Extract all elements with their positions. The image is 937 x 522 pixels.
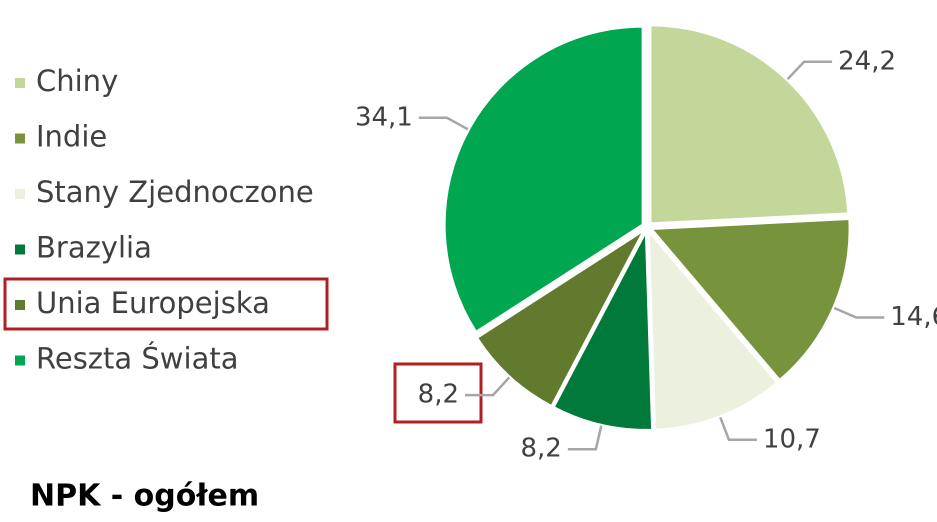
- legend-swatch: [15, 300, 25, 310]
- leader-line: [465, 376, 511, 397]
- data-label: 34,1: [355, 102, 413, 132]
- chart-title: NPK - ogółem: [30, 479, 259, 514]
- legend-swatch: [15, 133, 25, 144]
- legend-swatch: [15, 355, 25, 366]
- pie-slice: [443, 25, 644, 334]
- legend-swatch: [15, 189, 25, 199]
- leader-line: [719, 416, 757, 442]
- pie-slice: [647, 228, 779, 431]
- data-label: 14,6: [890, 302, 937, 332]
- legend-label: Stany Zjednoczone: [36, 175, 314, 209]
- legend-swatch: [15, 244, 25, 255]
- leader-line: [567, 425, 603, 451]
- data-label: 8,2: [418, 380, 459, 410]
- pie-slice: [649, 24, 850, 225]
- data-label: 10,7: [763, 424, 821, 454]
- pie-slice: [475, 227, 647, 408]
- highlight-box: [393, 362, 483, 424]
- data-label: 24,2: [838, 46, 896, 76]
- highlight-box: [3, 277, 329, 331]
- pie-slice: [552, 228, 654, 431]
- leader-line: [786, 60, 833, 81]
- data-label: 8,2: [521, 434, 562, 464]
- pie-slice: [649, 217, 851, 382]
- legend-label: Chiny: [36, 64, 118, 98]
- legend-label: Reszta Świata: [36, 342, 238, 376]
- legend-label: Indie: [36, 120, 107, 154]
- leader-line: [418, 116, 469, 131]
- leader-line: [833, 306, 885, 319]
- legend-label: Brazylia: [36, 231, 152, 265]
- legend-label: Unia Europejska: [36, 286, 270, 320]
- legend-swatch: [15, 78, 25, 88]
